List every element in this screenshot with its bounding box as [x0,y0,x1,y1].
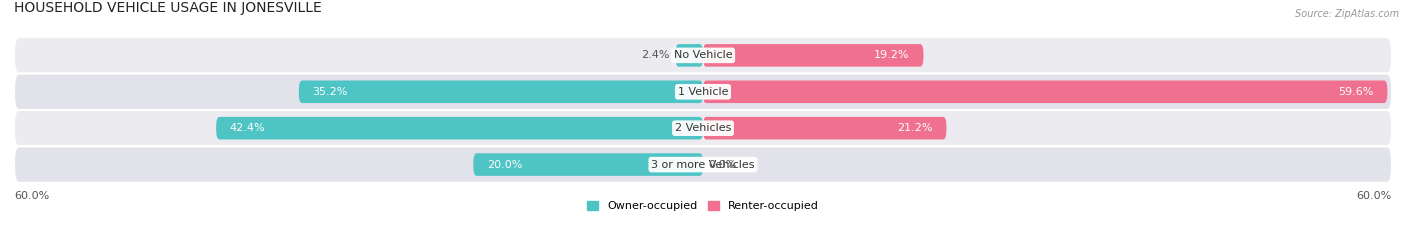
FancyBboxPatch shape [217,117,703,139]
Text: 35.2%: 35.2% [312,87,347,97]
Text: 0.0%: 0.0% [709,160,737,170]
FancyBboxPatch shape [14,73,1392,110]
Text: 1 Vehicle: 1 Vehicle [678,87,728,97]
Text: 60.0%: 60.0% [14,191,49,201]
FancyBboxPatch shape [14,37,1392,73]
Text: 2 Vehicles: 2 Vehicles [675,123,731,133]
FancyBboxPatch shape [675,44,703,67]
FancyBboxPatch shape [703,44,924,67]
Text: 59.6%: 59.6% [1339,87,1374,97]
Text: 2.4%: 2.4% [641,50,669,60]
FancyBboxPatch shape [14,146,1392,183]
FancyBboxPatch shape [299,80,703,103]
FancyBboxPatch shape [14,110,1392,146]
FancyBboxPatch shape [703,80,1388,103]
Text: HOUSEHOLD VEHICLE USAGE IN JONESVILLE: HOUSEHOLD VEHICLE USAGE IN JONESVILLE [14,1,322,15]
FancyBboxPatch shape [703,117,946,139]
Text: 20.0%: 20.0% [486,160,523,170]
FancyBboxPatch shape [474,153,703,176]
Text: 19.2%: 19.2% [875,50,910,60]
Text: 60.0%: 60.0% [1357,191,1392,201]
Text: 42.4%: 42.4% [231,123,266,133]
Legend: Owner-occupied, Renter-occupied: Owner-occupied, Renter-occupied [582,197,824,216]
Text: 21.2%: 21.2% [897,123,932,133]
Text: Source: ZipAtlas.com: Source: ZipAtlas.com [1295,9,1399,19]
Text: No Vehicle: No Vehicle [673,50,733,60]
Text: 3 or more Vehicles: 3 or more Vehicles [651,160,755,170]
